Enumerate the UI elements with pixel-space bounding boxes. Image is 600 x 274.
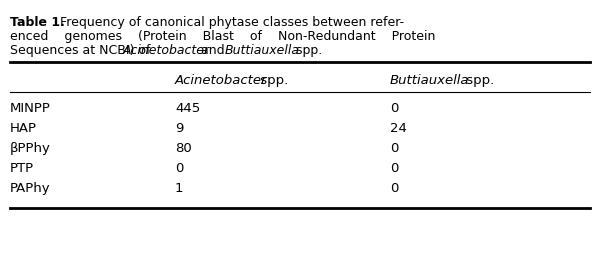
Text: 1: 1 <box>175 182 184 195</box>
Text: βPPhy: βPPhy <box>10 142 51 155</box>
Text: spp.: spp. <box>292 44 322 57</box>
Text: spp.: spp. <box>462 74 494 87</box>
Text: 9: 9 <box>175 122 184 135</box>
Text: Table 1.: Table 1. <box>10 16 65 29</box>
Text: Acinetobacter: Acinetobacter <box>123 44 210 57</box>
Text: 24: 24 <box>390 122 407 135</box>
Text: 0: 0 <box>390 142 398 155</box>
Text: spp.: spp. <box>256 74 288 87</box>
Text: Buttiauxella: Buttiauxella <box>390 74 470 87</box>
Text: 0: 0 <box>390 162 398 175</box>
Text: Frequency of canonical phytase classes between refer-: Frequency of canonical phytase classes b… <box>56 16 404 29</box>
Text: Acinetobacter: Acinetobacter <box>175 74 268 87</box>
Text: and: and <box>197 44 229 57</box>
Text: 0: 0 <box>390 182 398 195</box>
Text: enced    genomes    (Protein    Blast    of    Non-Redundant    Protein: enced genomes (Protein Blast of Non-Redu… <box>10 30 436 43</box>
Text: 0: 0 <box>390 102 398 115</box>
Text: PTP: PTP <box>10 162 34 175</box>
Text: Sequences at NCBI) of: Sequences at NCBI) of <box>10 44 155 57</box>
Text: 80: 80 <box>175 142 192 155</box>
Text: Buttiauxella: Buttiauxella <box>225 44 300 57</box>
Text: PAPhy: PAPhy <box>10 182 50 195</box>
Text: HAP: HAP <box>10 122 37 135</box>
Text: MINPP: MINPP <box>10 102 51 115</box>
Text: 445: 445 <box>175 102 200 115</box>
Text: 0: 0 <box>175 162 184 175</box>
